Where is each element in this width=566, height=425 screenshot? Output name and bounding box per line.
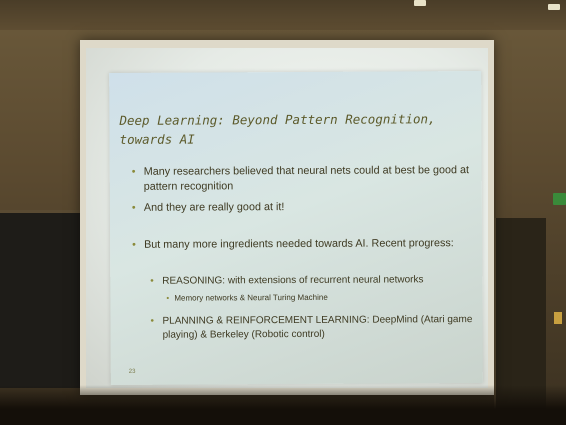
audience-silhouettes: [0, 385, 566, 425]
ceiling-light: [548, 4, 560, 10]
bullet-dot-icon: •: [132, 238, 136, 253]
sub-bullet-memory-networks: • Memory networks & Neural Turing Machin…: [174, 291, 464, 304]
ceiling-light: [414, 0, 426, 6]
slide-title-line1: Deep Learning: Beyond Pattern Recognitio…: [119, 111, 435, 128]
slide-number: 23: [129, 369, 136, 375]
bullet-dot-icon: •: [150, 275, 154, 289]
exit-sign: [553, 193, 566, 205]
bullet-dot-icon: •: [132, 201, 136, 216]
bullet-ingredients: • But many more ingredients needed towar…: [144, 236, 484, 253]
bullet-dot-icon: •: [166, 293, 169, 304]
bullet-good-at-it: • And they are really good at it!: [144, 199, 474, 216]
bullet-text: But many more ingredients needed towards…: [144, 237, 454, 251]
wall-sign: [554, 312, 562, 324]
ceiling: [0, 0, 566, 30]
projected-slide: Deep Learning: Beyond Pattern Recognitio…: [109, 71, 483, 385]
bullet-dot-icon: •: [150, 315, 154, 329]
bullet-researchers: • Many researchers believed that neural …: [144, 163, 474, 195]
bullet-text: Many researchers believed that neural ne…: [144, 164, 469, 193]
bullet-dot-icon: •: [132, 165, 136, 180]
bullet-text: PLANNING & REINFORCEMENT LEARNING: DeepM…: [162, 314, 472, 341]
slide-title-line2: towards AI: [119, 132, 194, 147]
bullet-text: REASONING: with extensions of recurrent …: [162, 274, 423, 286]
slide-title: Deep Learning: Beyond Pattern Recognitio…: [119, 109, 459, 149]
chalkboard-left: [0, 210, 82, 388]
bullet-text: Memory networks & Neural Turing Machine: [174, 293, 327, 303]
bullet-reasoning: • REASONING: with extensions of recurren…: [162, 273, 472, 289]
bullet-text: And they are really good at it!: [144, 201, 285, 214]
bullet-planning: • PLANNING & REINFORCEMENT LEARNING: Dee…: [162, 313, 472, 343]
